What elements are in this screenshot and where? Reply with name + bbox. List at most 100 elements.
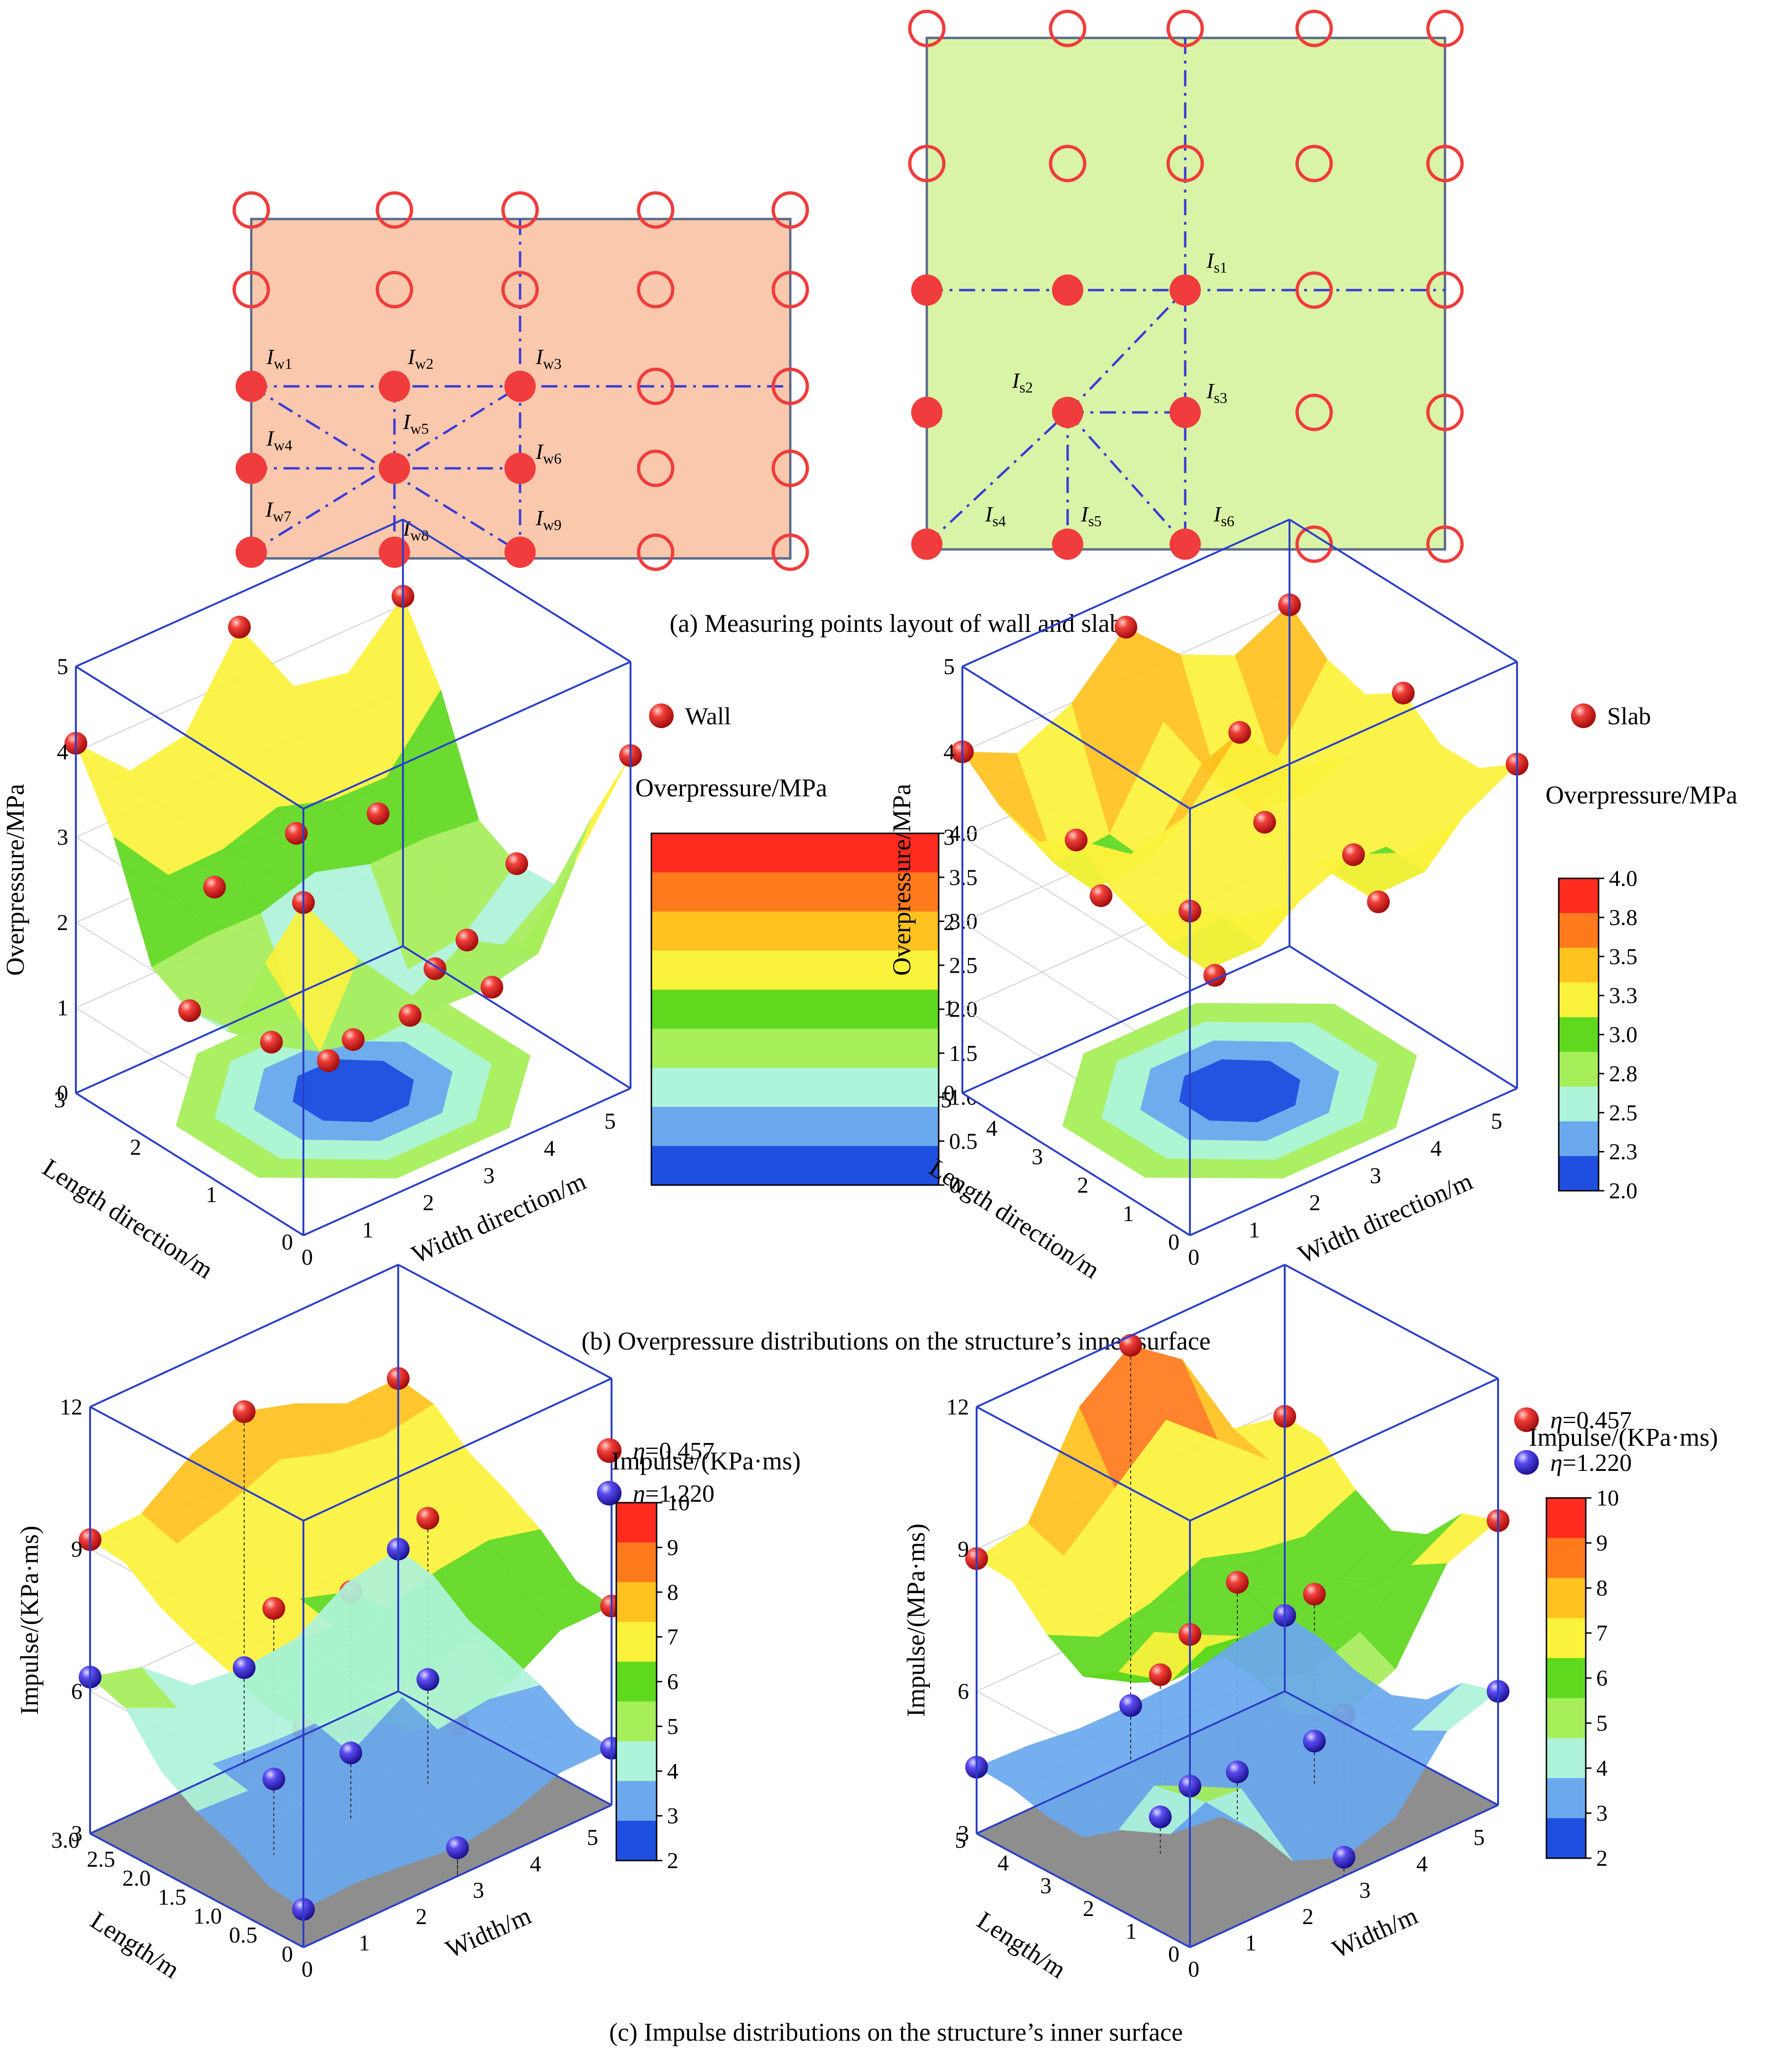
slab-empty-marker (1049, 145, 1087, 182)
axis-frame-edge (1189, 1087, 1518, 1236)
wall-empty-marker (232, 191, 270, 229)
colorbar-tick-label: 2.0 (1609, 1178, 1637, 1204)
colorbar-band (1559, 913, 1599, 949)
surface-patch (267, 1854, 356, 1910)
colorbar-band (1546, 1658, 1586, 1699)
data-point (1089, 884, 1113, 907)
axis-frame-edge (398, 1264, 612, 1379)
x-tick-label: 5 (1491, 1109, 1502, 1134)
x-axis-title: Width direction/m (407, 1167, 590, 1269)
x-tick-label: 1 (358, 1930, 370, 1955)
data-point (1303, 1730, 1326, 1752)
colorbar-band (1546, 1818, 1586, 1859)
z-tick-label: 5 (57, 654, 68, 679)
legend-marker (649, 703, 674, 728)
x-tick-label: 1 (362, 1218, 374, 1243)
data-point (416, 1507, 439, 1530)
z-axis-title: Overpressure/MPa (1, 784, 29, 976)
colorbar-tick-label: 2 (667, 1848, 678, 1873)
slab-empty-marker (1166, 145, 1204, 182)
wall-empty-marker (637, 367, 675, 405)
slab-line-diag-right (1067, 411, 1186, 545)
colorbar-tick-label: 9 (1596, 1531, 1608, 1556)
axis-frame-edge (962, 945, 1290, 1094)
axis-frame-edge (303, 1804, 612, 1948)
y-tick-label: 1.5 (158, 1885, 186, 1910)
axis-frame-edge (90, 1406, 304, 1522)
slab-empty-marker (908, 145, 946, 182)
data-point (1203, 964, 1226, 987)
colorbar-tick-label: 6 (667, 1670, 678, 1695)
colorbar-tick-label: 2.8 (1609, 1061, 1637, 1086)
axis-frame-edge (90, 1690, 399, 1834)
x-tick-label: 4 (1416, 1852, 1427, 1877)
axis-frame-edge (1289, 945, 1518, 1089)
axis-frame-edge (961, 1092, 1191, 1236)
legend-marker (1514, 1450, 1539, 1475)
colorbar-band (1559, 982, 1599, 1018)
legend-label: Wall (685, 703, 731, 730)
legend-marker (597, 1481, 622, 1506)
z-axis-title: Impulse/(MPa·ms) (902, 1524, 930, 1717)
z-tick-label: 2 (57, 910, 68, 935)
x-tick-label: 3 (1370, 1163, 1381, 1188)
z-tick-label: 0 (57, 1081, 68, 1106)
colorbar-band (1559, 1052, 1599, 1087)
caption-b: (b) Overpressure distributions on the st… (581, 1327, 1210, 1355)
y-tick-label: 1 (206, 1182, 217, 1207)
x-tick-label: 0 (302, 1957, 313, 1982)
data-point (339, 1742, 362, 1764)
colorbar-tick-label: 9 (667, 1535, 678, 1560)
slab-measuring-point (911, 529, 942, 560)
y-tick-label: 4 (986, 1116, 997, 1141)
z-tick-label: 3 (57, 825, 68, 850)
floor-contour (1179, 1059, 1300, 1122)
colorbar-band (651, 950, 939, 990)
y-tick-label: 1.0 (193, 1904, 222, 1929)
data-point (1149, 1663, 1172, 1686)
surface-patch (265, 902, 358, 1052)
colorbar-tick-label: 10 (667, 1490, 690, 1515)
x-tick-label: 3 (473, 1878, 484, 1903)
wall-empty-marker (637, 191, 675, 229)
colorbar-title: Impulse/(KPa·ms) (1529, 1423, 1718, 1451)
wall-empty-marker (501, 271, 539, 309)
axis-frame-edge (303, 1378, 612, 1522)
z-axis-title: Impulse/(KPa·ms) (15, 1526, 44, 1715)
axis-frame-edge (402, 519, 631, 663)
z-tick-label: 4 (57, 739, 68, 765)
axis-frame-edge (961, 666, 1191, 810)
colorbar-band (651, 833, 939, 873)
data-point (203, 876, 226, 899)
wall-empty-marker (771, 271, 809, 309)
axis-frame-edge (402, 945, 631, 1089)
wall-empty-marker (232, 271, 270, 309)
x-tick-label: 2 (423, 1190, 434, 1215)
colorbar-tick-label: 7 (1596, 1621, 1608, 1646)
y-tick-label: 2 (1077, 1173, 1088, 1198)
colorbar-band (1546, 1538, 1586, 1579)
y-tick-label: 2.0 (122, 1866, 151, 1891)
wall-line-diag2 (250, 385, 521, 554)
legend-marker (1571, 703, 1596, 728)
z-tick-label: 0 (943, 1081, 955, 1106)
colorbar-tick-label: 3 (667, 1804, 678, 1829)
y-tick-label: 3 (1032, 1144, 1043, 1169)
x-tick-label: 2 (1309, 1190, 1321, 1215)
colorbar-tick-label: 3.0 (1609, 1022, 1637, 1048)
colorbar-tick-label: 0.5 (949, 1129, 978, 1154)
colorbar-band (1559, 1121, 1599, 1157)
data-point (342, 1028, 365, 1051)
axis-frame-edge (976, 1833, 1190, 1948)
y-tick-label: 0 (282, 1230, 293, 1255)
x-tick-label: 3 (483, 1163, 494, 1188)
slab-label-s5: Is5 (1080, 502, 1102, 529)
z-tick-label: 9 (958, 1537, 969, 1562)
slab-measuring-point (1052, 274, 1083, 306)
z-tick-label: 1 (943, 995, 955, 1021)
y-tick-label: 4 (997, 1851, 1009, 1876)
x-tick-label: 0 (1188, 1957, 1199, 1982)
data-point (1367, 890, 1390, 913)
